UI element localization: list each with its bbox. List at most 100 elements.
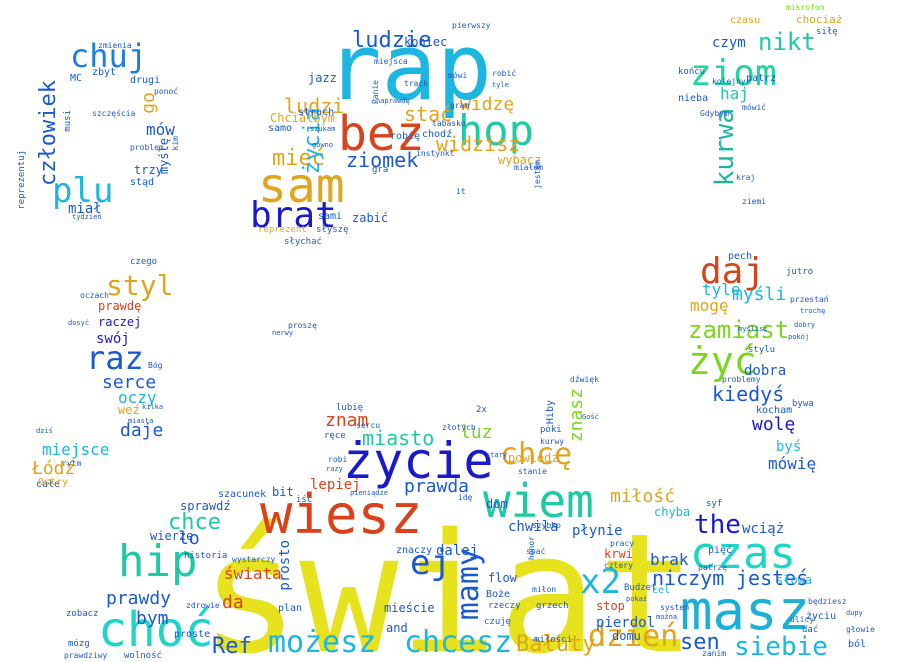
word-wierze: wierzę [150, 529, 194, 543]
word-chwila: chwila [508, 519, 559, 535]
word-dac: dać [802, 625, 819, 635]
word-prawdziwy: prawdziwy [64, 651, 108, 660]
word-szukam: szukam [310, 125, 336, 133]
word-chcesz: chcesz [404, 625, 513, 660]
word-sami: sami [318, 211, 343, 222]
word-glowie: głowie [846, 625, 875, 634]
word-kim: kim [171, 136, 180, 151]
word-gowno: gówno [312, 141, 334, 149]
word-prawda: prawda [404, 476, 470, 497]
word-wole: wolę [752, 414, 796, 435]
word-the: the [694, 510, 741, 540]
word-dom: dom [486, 497, 508, 511]
word-dobry: dobry [794, 321, 816, 329]
word-wiem: wiem [483, 474, 594, 528]
word-pieniadze: pieniądze [350, 489, 388, 497]
word-szybko: szybko [532, 521, 561, 530]
word-isc: iść [296, 495, 313, 505]
word-stop: stop [596, 599, 625, 613]
word-czlowiek: człowiek [36, 80, 61, 186]
word-zlotych: złotych [442, 423, 476, 432]
word-wciaz: wciąż [742, 521, 785, 537]
word-stylu: stylu [748, 345, 776, 355]
word-mikrofon: mikrofon [786, 3, 825, 12]
word-raczej: raczej [98, 315, 142, 329]
word-stad: stąd [130, 177, 155, 188]
word-znaczy: znaczy [396, 545, 433, 556]
word-pokoj: pokój [788, 333, 810, 341]
word-robie: robię [390, 131, 421, 142]
word-ostry: Ostry [38, 477, 69, 488]
word-patrze: patrzę [698, 563, 727, 572]
word-pierwszy: pierwszy [452, 21, 491, 30]
word-mozesz: możesz [268, 625, 377, 660]
word-bit: bit [272, 485, 294, 499]
word-sen: sen [680, 630, 720, 655]
word-cale: całe [36, 479, 61, 490]
word-piec: pięć [708, 545, 733, 556]
word-dzwiek: dźwięk [570, 375, 599, 384]
word-strach: strach [298, 107, 335, 118]
word-szacunek: szacunek [218, 489, 267, 500]
word-widzisz: widzisz [436, 132, 521, 156]
word-brat: brat [250, 195, 337, 236]
word-robic: robić [492, 69, 517, 78]
word-raz: raz [86, 339, 144, 377]
word-chuj: chuj [70, 37, 148, 75]
word-patrz: patrz [746, 73, 777, 84]
word-myslisz: myślisz [738, 325, 768, 333]
word-milon: miłon [532, 585, 557, 594]
word-choc: choć [98, 602, 214, 658]
word-naprawde: naprawdę [376, 97, 410, 105]
word-kurwa: kurwa [710, 108, 740, 187]
word-pierdol: pierdol [596, 615, 656, 631]
word-troche: trochę [800, 307, 826, 315]
word-masz: masz [680, 579, 811, 642]
word-chyba: chyba [654, 505, 691, 519]
word-dupy: dupy [846, 609, 863, 617]
word-styl: styl [106, 269, 174, 302]
word-wez: weź [118, 403, 140, 417]
word-slowa: słowa [776, 573, 813, 587]
word-lodz: Łódź [32, 458, 76, 479]
word-baluty: Bałuty [516, 632, 596, 657]
word-ziomek: ziomek [346, 148, 419, 172]
word-serce: serce [102, 372, 157, 393]
word-tyle-2: tyle [492, 81, 509, 89]
word-stanie: stanie [518, 467, 547, 476]
word-flow: flow [488, 571, 517, 585]
word-pech: pech [728, 251, 753, 262]
word-hiby: Hiby [545, 400, 556, 425]
word-miasta: miasta [128, 417, 154, 425]
word-przestan: przestań [790, 295, 829, 304]
word-nerwy: nerwy [272, 329, 294, 337]
word-czuje: czuję [484, 617, 512, 627]
word-sile: siłę [816, 27, 838, 37]
word-bys: byś [776, 439, 802, 455]
word-nieba: nieba [678, 93, 709, 104]
word-slychac: słychać [284, 237, 322, 247]
word-mowie: mówię [768, 454, 817, 473]
word-chociaz: chociaż [796, 13, 843, 26]
word-powiedz: powiedz [508, 451, 559, 465]
word-luz: luz [460, 422, 493, 443]
word-chcialbym: Chciałbym [270, 111, 336, 125]
word-czas: czas [690, 528, 796, 579]
word-ide: idę [458, 493, 473, 502]
word-spac: spać [526, 547, 546, 556]
word-prawdy: prawdy [106, 588, 172, 609]
word-kocham: kocham [756, 405, 793, 416]
word-kraj: kraj [736, 173, 756, 182]
word-zyciu: życiu [806, 611, 837, 622]
word-reprezent: reprezent [258, 225, 307, 235]
word-szczescia: szczęścia [92, 109, 136, 118]
word-kiedys: kiedyś [712, 382, 785, 406]
word-miejsca: miejsca [374, 57, 408, 66]
word-miescie: mieście [384, 601, 435, 615]
word-drugi: drugi [130, 75, 161, 86]
word-bedziesz: będziesz [808, 597, 847, 606]
word-nikt: nikt [758, 28, 816, 56]
word-it: it [456, 187, 466, 196]
word-zmienia: zmienia [98, 41, 132, 50]
word-gdybym: Gdybym [700, 109, 729, 118]
